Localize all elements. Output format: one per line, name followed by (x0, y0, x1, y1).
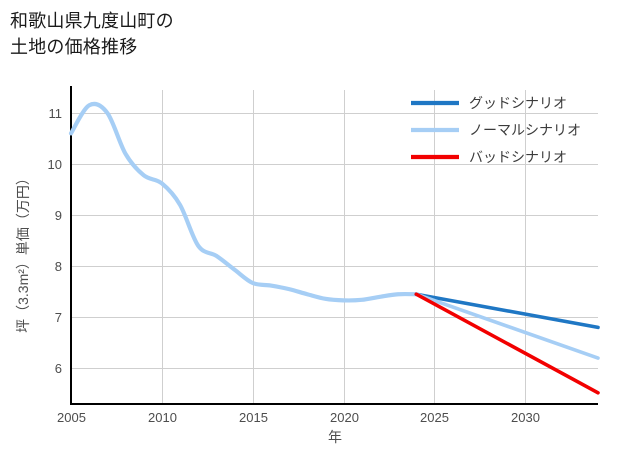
x-axis-title: 年 (328, 429, 342, 445)
y-tick-label: 8 (55, 259, 62, 274)
y-tick-label: 7 (55, 310, 62, 325)
x-tick-label: 2020 (330, 410, 359, 425)
x-axis-tick-labels: 2005 2010 2015 2020 2025 2030 (57, 410, 540, 425)
series-line (414, 292, 600, 360)
chart-title: 和歌山県九度山町の 土地の価格推移 (10, 11, 174, 58)
legend-item-label: バッドシナリオ (469, 149, 567, 165)
y-tick-label: 6 (55, 361, 62, 376)
x-tick-label: 2030 (511, 410, 540, 425)
legend-item-label: グッドシナリオ (469, 95, 567, 111)
y-tick-label: 11 (49, 106, 63, 121)
gridlines (71, 90, 598, 404)
series-line (414, 292, 600, 330)
series-line (414, 292, 600, 395)
y-tick-label: 10 (48, 157, 62, 172)
axis-lines (69, 86, 598, 406)
y-axis-tick-labels: 6 7 8 9 10 11 (48, 106, 62, 376)
x-tick-label: 2010 (148, 410, 177, 425)
y-axis-title: 坪（3.3m²）単価（万円） (15, 171, 31, 333)
x-tick-label: 2015 (239, 410, 268, 425)
legend-item-label: ノーマルシナリオ (469, 122, 581, 138)
x-tick-label: 2025 (420, 410, 449, 425)
x-tick-label: 2005 (57, 410, 86, 425)
y-tick-label: 9 (55, 208, 62, 223)
series-line (68, 101, 419, 303)
series-lines (68, 101, 600, 395)
